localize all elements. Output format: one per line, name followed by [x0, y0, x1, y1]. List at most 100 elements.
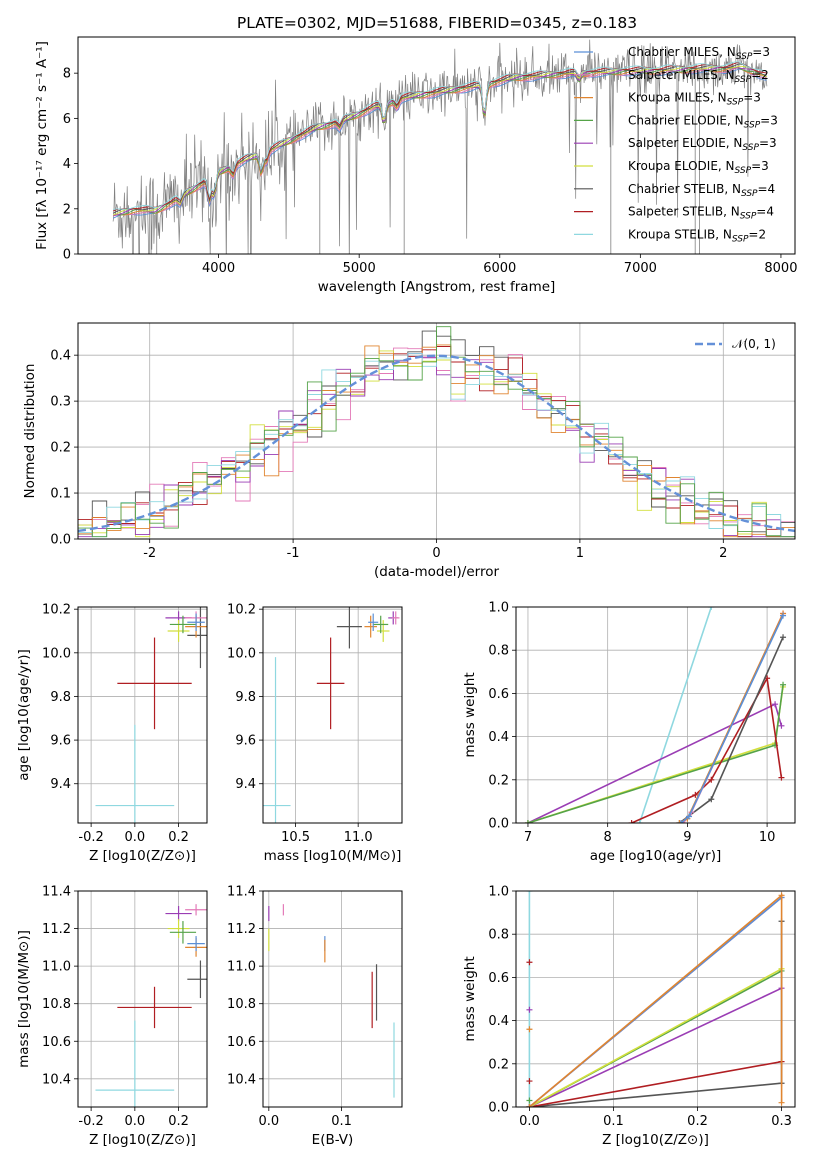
chart-residuals: -2 -1 0 1 2 0.0 0.1 0.2 0.3 0.4 (data-model)/error…: [22, 322, 796, 580]
y-tick-label: 11.4: [42, 885, 71, 900]
point-marker: [778, 774, 785, 781]
y-tick-label: 10.0: [42, 646, 71, 661]
x-tick-label: 5000: [343, 261, 376, 276]
legend-label: Chabrier MILES, NSSP=3: [628, 45, 770, 62]
y-tick-label: 0.2: [488, 773, 509, 788]
point-marker: [780, 681, 787, 688]
legend-value: =2: [748, 227, 766, 241]
y-tick-label: 1.0: [488, 601, 509, 616]
point-marker: [526, 1104, 533, 1107]
y-tick-label: 9.4: [235, 777, 256, 792]
point-marker: [628, 820, 635, 823]
y-tick-label: 10.8: [227, 997, 256, 1012]
x-axis-label: (data-model)/error: [374, 564, 500, 580]
y-tick-label: 10.4: [42, 1072, 71, 1087]
legend-label: Salpeter MILES, NSSP=2: [628, 68, 769, 85]
y-tick-label: 10.2: [42, 603, 71, 618]
model-spectrum-line: [113, 61, 767, 210]
y-tick-label: 0.8: [488, 928, 509, 943]
x-axis-label: age [log10(age/yr)]: [590, 848, 722, 864]
y-tick-label: 0.1: [50, 487, 71, 502]
x-tick-label: -2: [143, 546, 156, 561]
y-tick-label: 0.4: [488, 1014, 509, 1029]
y-tick-label: 0: [63, 248, 71, 263]
legend-subscript: SSP: [735, 166, 752, 176]
plot-area: [263, 891, 402, 1107]
y-tick-label: 8: [63, 67, 71, 82]
y-tick-label: 0.2: [488, 1057, 509, 1072]
legend-value: =3: [759, 136, 777, 150]
legend-subscript: SSP: [741, 189, 758, 199]
axes-frame: [262, 890, 403, 1108]
x-tick-label: 1: [576, 546, 584, 561]
point-marker: [636, 820, 643, 823]
x-tick-label: 0.2: [168, 1114, 189, 1129]
x-tick-label: 0.0: [125, 1114, 146, 1129]
y-tick-label: 10.6: [42, 1035, 71, 1050]
x-tick-label: 0.3: [771, 1114, 792, 1129]
point-marker: [526, 1078, 533, 1085]
legend-subscript: SSP: [742, 143, 759, 153]
point-marker: [780, 634, 787, 641]
point-marker: [526, 1026, 533, 1033]
axes-frame: [77, 890, 208, 1108]
y-tick-label: 11.0: [42, 960, 71, 975]
x-tick-label: 0.2: [687, 1114, 708, 1129]
residual-histogram: [78, 326, 795, 538]
x-tick-label: 9: [683, 830, 691, 845]
y-tick-label: 0.6: [488, 971, 509, 986]
point-marker: [676, 820, 683, 823]
x-tick-label: -0.2: [78, 830, 103, 845]
x-tick-label: 0.0: [125, 830, 146, 845]
axes-frame: [77, 322, 796, 540]
y-tick-label: 4: [63, 157, 71, 172]
point-marker: [526, 1006, 533, 1013]
y-tick-label: 0.0: [488, 1101, 509, 1116]
y-axis-label: age [log10(age/yr)]: [16, 649, 32, 781]
x-tick-label: 0.2: [168, 830, 189, 845]
chart-age_vs_mass: 10.5 11.0 9.4 9.6 9.8 10.0 10.2 mass [log10(M/M…: [227, 603, 403, 864]
y-tick-label: 11.4: [227, 885, 256, 900]
plot-area: [78, 607, 207, 823]
legend-subscript: SSP: [732, 234, 749, 244]
point-marker: [526, 1097, 533, 1104]
point-marker: [685, 813, 692, 820]
x-axis-label: mass [log10(M/M⊙)]: [264, 848, 402, 864]
chart-mass_vs_ebv: 0.0 0.1 10.4 10.6 10.8 11.0 11.2 11.4 E(B-V): [227, 885, 403, 1148]
y-tick-label: 9.4: [50, 777, 71, 792]
point-marker: [778, 722, 785, 729]
x-tick-label: 6000: [483, 261, 516, 276]
point-marker: [692, 791, 699, 798]
legend-label: Chabrier STELIB, NSSP=4: [628, 182, 775, 199]
normal-curve: [78, 354, 795, 533]
legend-value: =4: [756, 205, 774, 219]
y-tick-label: 0.8: [488, 644, 509, 659]
legend-subscript: SSP: [740, 212, 757, 222]
x-tick-label: -1: [287, 546, 300, 561]
x-axis-label: Z [log10(Z/Z⊙)]: [89, 1132, 196, 1148]
y-tick-label: 1.0: [488, 885, 509, 900]
x-tick-label: 0.0: [519, 1114, 540, 1129]
legend-label: 𝒩(0, 1): [732, 337, 776, 351]
x-tick-label: 4000: [202, 261, 235, 276]
x-tick-label: 11.0: [344, 830, 373, 845]
y-tick-label: 10.2: [227, 603, 256, 618]
y-tick-label: 10.8: [42, 997, 71, 1012]
chart-massweight_vs_Z: 0.0 0.1 0.2 0.3 0.0 0.2 0.4 0.6 0.8 1.0 Z [log10(Z…: [462, 885, 796, 1148]
plot-area: [112, 39, 768, 254]
mass-weight-line: [529, 968, 782, 1107]
point-marker: [678, 820, 685, 823]
plot-area: [78, 891, 207, 1107]
mass-weight-line: [528, 893, 783, 1107]
x-tick-label: 7000: [624, 261, 657, 276]
y-tick-label: 0.2: [50, 441, 71, 456]
plot-area: [516, 607, 795, 823]
y-tick-label: 0.6: [488, 687, 509, 702]
y-axis-label: Flux [fλ 10⁻¹⁷ erg cm⁻² s⁻¹ A⁻¹]: [34, 41, 50, 250]
legend-label: Salpeter STELIB, NSSP=4: [628, 205, 774, 222]
y-axis-label: Normed distribution: [22, 364, 38, 499]
y-axis-label: mass [log10(M/M⊙)]: [16, 930, 32, 1068]
legend-value: =3: [752, 45, 770, 59]
point-marker: [524, 820, 531, 823]
